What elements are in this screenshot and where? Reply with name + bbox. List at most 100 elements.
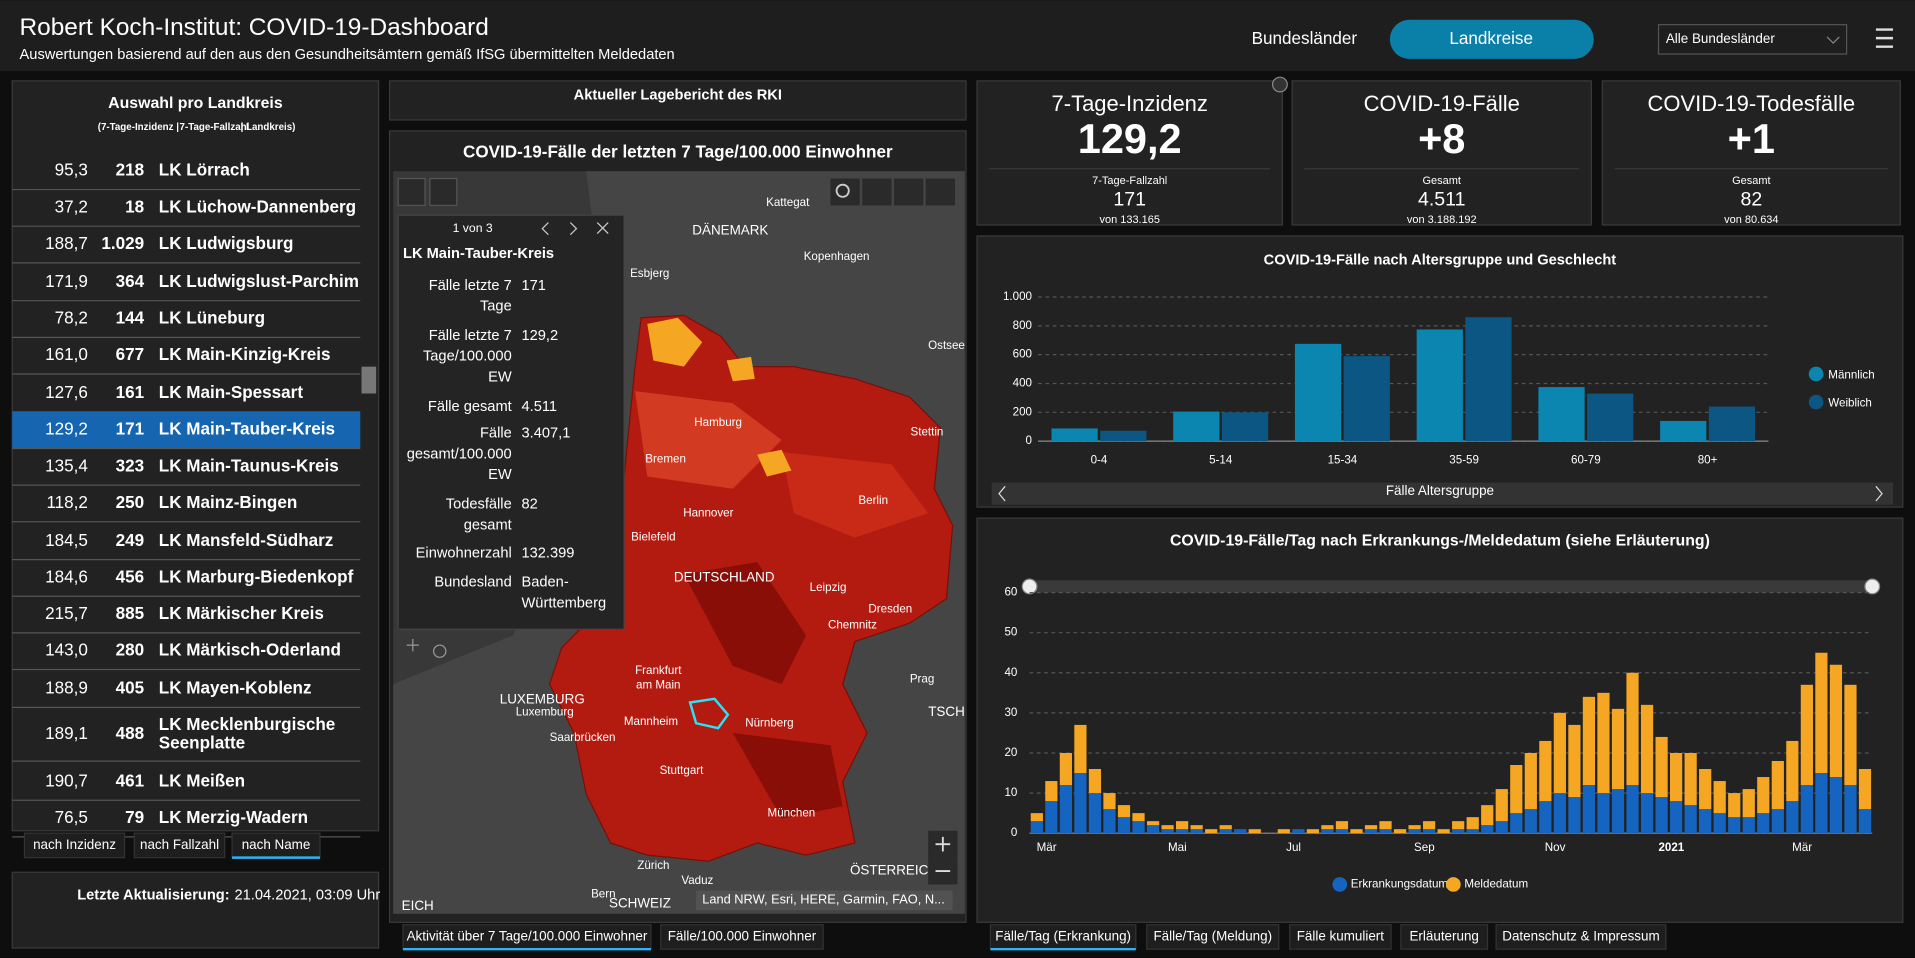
- district-name[interactable]: LK Märkisch-Oderland: [159, 641, 341, 660]
- slider-handle[interactable]: [1864, 578, 1881, 595]
- bottom-tab[interactable]: [1146, 924, 1280, 950]
- incidence[interactable]: 95,3: [55, 161, 88, 180]
- district-name[interactable]: LK Mainz-Bingen: [159, 493, 298, 512]
- case-count[interactable]: 161: [116, 383, 145, 402]
- incidence[interactable]: 184,6: [45, 567, 88, 586]
- case-count[interactable]: 249: [116, 531, 145, 550]
- district-name[interactable]: LK Lüchow-Dannenberg: [159, 197, 356, 216]
- incidence[interactable]: 37,2: [55, 197, 88, 216]
- dropdown[interactable]: [1657, 24, 1848, 55]
- map-tab[interactable]: [660, 924, 824, 950]
- incidence[interactable]: 129,2: [45, 420, 88, 439]
- map-tool[interactable]: [893, 178, 924, 206]
- bottom-tab[interactable]: [989, 924, 1137, 950]
- incidence[interactable]: 143,0: [45, 641, 88, 660]
- sort-tab-label[interactable]: nach Inzidenz: [33, 837, 116, 852]
- district-name[interactable]: LK Meißen: [159, 771, 245, 790]
- bottom-tab[interactable]: [1400, 924, 1489, 950]
- incidence[interactable]: 161,0: [45, 345, 88, 364]
- case-count[interactable]: 677: [116, 345, 145, 364]
- incidence[interactable]: 118,2: [46, 493, 87, 512]
- district-name[interactable]: LK Main-Spessart: [159, 383, 304, 402]
- district-name[interactable]: LK Merzig-Wadern: [159, 808, 308, 827]
- sort-tab[interactable]: [231, 832, 321, 859]
- district-name[interactable]: LK Marburg-Biedenkopf: [159, 567, 354, 586]
- map-tab-label[interactable]: Aktivität über 7 Tage/100.000 Einwohner: [407, 929, 648, 944]
- bottom-tab[interactable]: [1289, 924, 1392, 950]
- case-count[interactable]: 461: [116, 771, 145, 790]
- dropdown-label[interactable]: Alle Bundesländer: [1666, 31, 1775, 46]
- sort-tab[interactable]: [23, 832, 126, 859]
- incidence[interactable]: 184,5: [45, 531, 88, 550]
- incidence[interactable]: 171,9: [45, 272, 88, 291]
- district-name[interactable]: LK Main-Tauber-Kreis: [159, 420, 335, 439]
- map-tool[interactable]: [862, 178, 892, 206]
- popup-nav[interactable]: [541, 222, 609, 236]
- bottom-tab-label[interactable]: Erläuterung: [1409, 929, 1478, 944]
- report-title[interactable]: Aktueller Lagebericht des RKI: [574, 87, 782, 103]
- expand-icon[interactable]: [1271, 76, 1288, 93]
- district-name[interactable]: LK Lüneburg: [159, 309, 265, 328]
- district-name[interactable]: LK Mecklenburgische: [159, 715, 336, 734]
- case-count[interactable]: 250: [116, 493, 145, 512]
- district-name[interactable]: LK Main-Kinzig-Kreis: [159, 345, 331, 364]
- sort-tab-label[interactable]: nach Name: [242, 837, 311, 852]
- bar-segment: [1176, 821, 1189, 830]
- sort-tab-label[interactable]: nach Fallzahl: [140, 837, 219, 852]
- bottom-tab-label[interactable]: Fälle kumuliert: [1297, 929, 1385, 944]
- case-count[interactable]: 171: [116, 420, 145, 439]
- case-count[interactable]: 364: [116, 272, 145, 291]
- incidence[interactable]: 76,5: [55, 808, 88, 827]
- case-count[interactable]: 18: [125, 197, 144, 216]
- case-count[interactable]: 1.029: [101, 234, 144, 253]
- map-selected-district[interactable]: [688, 697, 730, 730]
- map-tab[interactable]: [402, 924, 652, 950]
- district-name[interactable]: LK Ludwigslust-Parchim: [159, 272, 359, 291]
- x-tick-label: Mär: [1037, 841, 1057, 854]
- case-count[interactable]: 79: [125, 808, 144, 827]
- incidence[interactable]: 135,4: [45, 456, 88, 475]
- map-tool[interactable]: [397, 177, 426, 207]
- map-tool[interactable]: [429, 177, 458, 207]
- district-name[interactable]: LK Märkischer Kreis: [159, 604, 324, 623]
- map-tool[interactable]: [925, 178, 956, 206]
- case-count[interactable]: 218: [116, 161, 145, 180]
- incidence[interactable]: 78,2: [55, 309, 88, 328]
- tab-active[interactable]: [1389, 19, 1594, 59]
- district-name[interactable]: LK Lörrach: [159, 161, 250, 180]
- case-count[interactable]: 405: [116, 679, 145, 698]
- district-name[interactable]: Seenplatte: [159, 734, 245, 753]
- tab[interactable]: Bundesländer: [1252, 29, 1358, 48]
- district-name[interactable]: LK Ludwigsburg: [159, 234, 294, 253]
- incidence[interactable]: 127,6: [45, 383, 88, 402]
- district-name[interactable]: LK Main-Taunus-Kreis: [159, 456, 339, 475]
- map-tab-label[interactable]: Fälle/100.000 Einwohner: [668, 929, 817, 944]
- bottom-tab-label[interactable]: Datenschutz & Impressum: [1502, 929, 1659, 944]
- bar-segment: [1495, 821, 1508, 834]
- popup-field-label: Einwohnerzahl: [416, 545, 512, 561]
- incidence[interactable]: 215,7: [45, 604, 88, 623]
- bar-segment: [1205, 829, 1218, 834]
- incidence[interactable]: 190,7: [45, 771, 88, 790]
- case-count[interactable]: 885: [116, 604, 145, 623]
- incidence[interactable]: 188,9: [45, 679, 88, 698]
- bottom-tab-label[interactable]: Fälle/Tag (Meldung): [1153, 929, 1272, 944]
- case-count[interactable]: 280: [116, 641, 145, 660]
- case-count[interactable]: 323: [116, 456, 145, 475]
- district-name[interactable]: LK Mansfeld-Südharz: [159, 531, 334, 550]
- slider-handle[interactable]: [1021, 578, 1038, 595]
- map-tool[interactable]: [830, 178, 860, 206]
- district-name[interactable]: LK Mayen-Koblenz: [159, 679, 312, 698]
- case-count[interactable]: 488: [116, 724, 145, 743]
- bottom-tab[interactable]: [1495, 924, 1667, 950]
- incidence[interactable]: 188,7: [45, 234, 88, 253]
- case-count[interactable]: 456: [116, 567, 145, 586]
- tab[interactable]: Landkreise: [1449, 29, 1533, 48]
- sort-tab[interactable]: [133, 832, 226, 859]
- case-count[interactable]: 144: [116, 309, 145, 328]
- incidence[interactable]: 189,1: [45, 724, 88, 743]
- zoom-icons: [935, 836, 951, 872]
- bottom-tab-label[interactable]: Fälle/Tag (Erkrankung): [995, 929, 1131, 944]
- scroll-arrows[interactable]: [998, 485, 1883, 502]
